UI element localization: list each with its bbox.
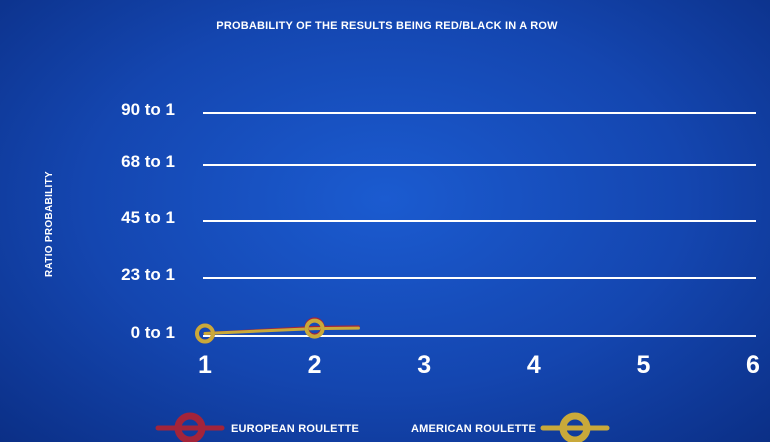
y-tick-label: 23 to 1 xyxy=(121,265,175,284)
legend-american-circle xyxy=(559,412,591,442)
y-tick-label: 90 to 1 xyxy=(121,100,175,119)
legend-american-marker xyxy=(540,412,610,442)
legend-european-marker xyxy=(155,412,225,442)
y-tick-label: 45 to 1 xyxy=(121,208,175,227)
data-point xyxy=(195,323,215,344)
x-tick-label: 6 xyxy=(746,351,760,379)
series-layer xyxy=(195,317,360,344)
x-tick-label: 4 xyxy=(527,351,541,379)
x-tick-label: 5 xyxy=(636,351,650,379)
series-line xyxy=(203,326,360,336)
x-tick-label: 2 xyxy=(308,351,322,379)
x-tick-label: 1 xyxy=(198,351,212,379)
data-point xyxy=(304,318,325,339)
legend-european-circle xyxy=(174,412,206,442)
y-tick-label: 68 to 1 xyxy=(121,152,175,171)
chart-title: PROBABILITY OF THE RESULTS BEING RED/BLA… xyxy=(216,20,558,32)
x-tick-label: 3 xyxy=(417,351,431,379)
x-tick-labels: 1 2 3 4 5 6 xyxy=(198,351,760,379)
legend: EUROPEAN ROULETTE AMERICAN ROULETTE xyxy=(155,412,610,442)
grid-lines xyxy=(203,112,756,337)
legend-american-label: AMERICAN ROULETTE xyxy=(411,423,536,435)
y-tick-label: 0 to 1 xyxy=(131,323,175,342)
y-axis-label: RATIO PROBABILITY xyxy=(44,171,55,277)
legend-european-label: EUROPEAN ROULETTE xyxy=(231,423,359,435)
y-tick-labels: 90 to 1 68 to 1 45 to 1 23 to 1 0 to 1 xyxy=(121,100,175,342)
